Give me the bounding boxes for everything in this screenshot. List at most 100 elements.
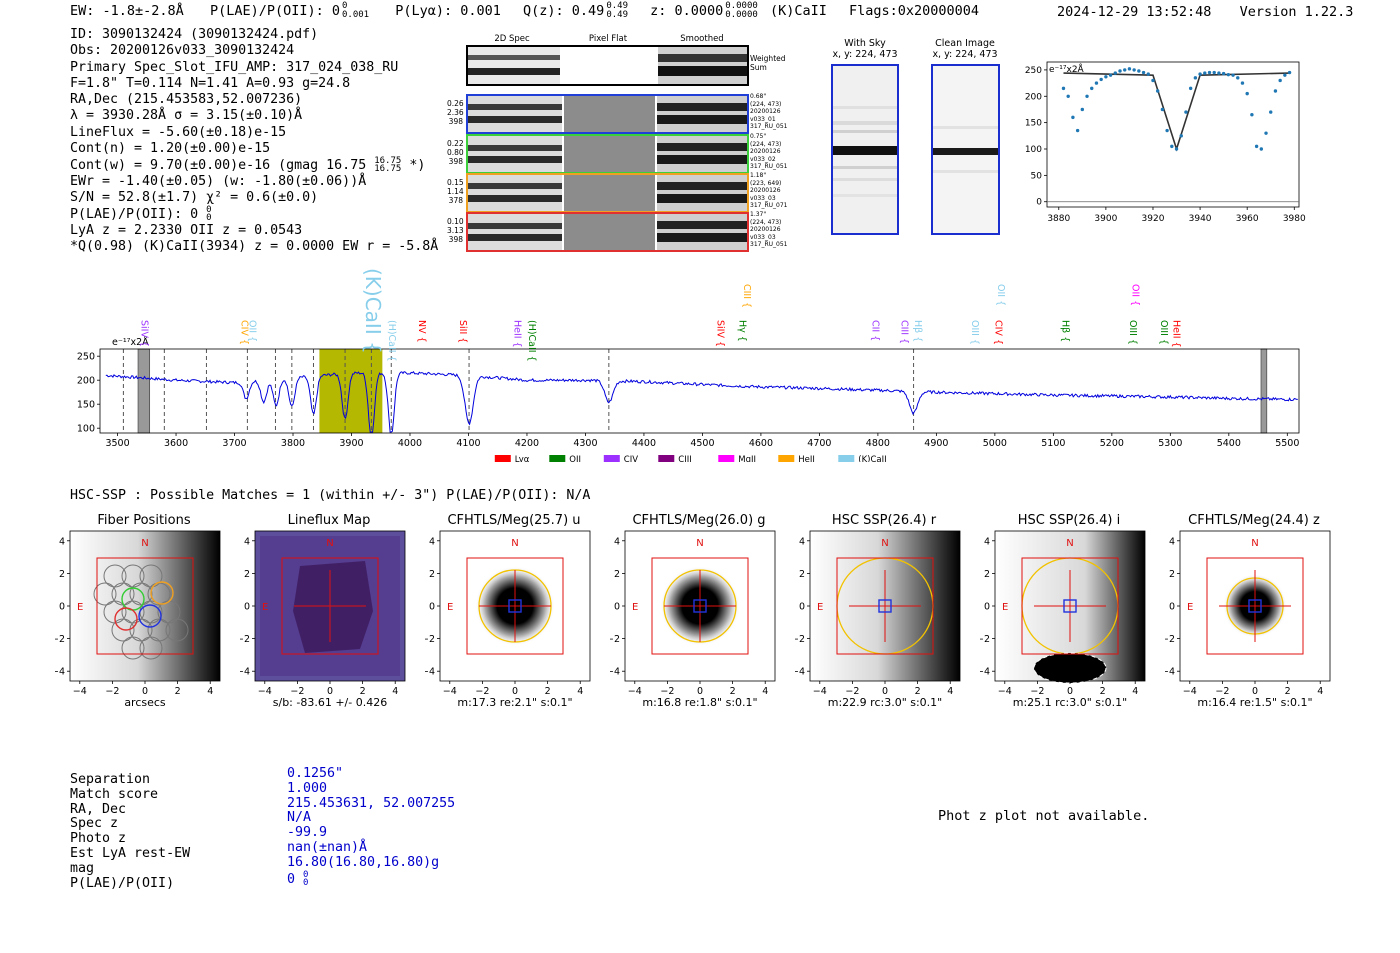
col-title-smoothed: Smoothed [680, 34, 724, 44]
y-tick-label: 150 [77, 400, 95, 411]
fit-data-point [1127, 67, 1132, 71]
fiber-circle [111, 618, 135, 642]
fit-data-point [1269, 110, 1273, 114]
match-label: Match score [70, 786, 159, 802]
line-label: CIII { [899, 320, 910, 344]
stat: 2.36 [447, 108, 464, 117]
stat: 0.26 [447, 99, 464, 108]
line-label: NV { [416, 320, 427, 343]
y-tick-label: 0 [614, 602, 620, 613]
x-tick-label: 4 [207, 686, 213, 697]
y-tick-label: 0 [984, 602, 990, 613]
match-value-mag: 16.80(16.80,16.80)g [287, 854, 440, 870]
x-tick-label: 0 [142, 686, 148, 697]
trace [657, 115, 747, 124]
weighted-sum-label: Weighted Sum [750, 54, 786, 72]
fit-data-point [1170, 144, 1174, 149]
y-tick-label: 250 [77, 352, 95, 363]
x-tick-label: −4 [443, 686, 457, 697]
legend-label: MgII [738, 455, 756, 462]
spectrum-frame [99, 348, 1300, 434]
header-summary: EW: -1.8±-2.8Å P(LAE)/P(OII): 0 0 0.001 P(… [70, 2, 979, 20]
trace [657, 143, 747, 151]
meta: v033_03 [750, 194, 776, 202]
meta: (224, 473) [750, 218, 782, 226]
x-tick-label: 4400 [632, 438, 656, 449]
x-tick-label: 5500 [1275, 438, 1299, 449]
meta: v033_01 [750, 115, 776, 123]
info-line-lambda: λ = 3930.28Å σ = 3.15(±0.10)Å [70, 108, 303, 124]
with-sky-image [831, 64, 899, 235]
match-values: 0.1256" 1.000 215.453631, 52.007255 N/A … [287, 766, 455, 887]
info-line-lya-oii: LyA z = 2.2330 OII z = 0.0543 [70, 222, 303, 238]
y-tick-label: 200 [1025, 92, 1042, 102]
meta: (224, 473) [750, 140, 782, 148]
cutout-panel: N E −4 −4 −2 −2 0 0 2 2 4 4 [1165, 530, 1331, 697]
line-label: (H)CaII { [526, 320, 537, 362]
fit-data-point [1226, 72, 1231, 77]
fit-unit-label: e⁻¹⁷x2Å [1049, 63, 1085, 75]
cutout-caption: m:16.4 re:1.5" s:0.1" [1197, 696, 1313, 709]
x-tick-label: 4700 [807, 438, 831, 449]
y-tick-label: 0 [244, 602, 250, 613]
match-label: Spec z [70, 816, 119, 832]
y-tick-label: 200 [77, 376, 95, 387]
x-tick-label: 3880 [1047, 214, 1070, 224]
cutout-title: CFHTLS/Meg(24.4) z [1188, 513, 1320, 528]
stamp-row-image [468, 175, 747, 211]
stamp-row-image [468, 96, 747, 132]
flags-value: Flags:0x20000004 [849, 3, 980, 19]
legend-swatch [549, 455, 566, 462]
fit-data-point [1080, 107, 1085, 112]
stamp-smoothed [657, 96, 747, 132]
x-tick-label: −4 [998, 686, 1012, 697]
line-label: OIII { [1158, 320, 1169, 345]
fit-data-point [1113, 71, 1117, 75]
cutout-panel: N E −4 −4 −2 −2 0 0 2 2 4 4 [610, 530, 776, 697]
fit-data-point [1123, 68, 1127, 72]
x-tick-label: 4 [577, 686, 583, 697]
x-tick-label: 5200 [1100, 438, 1124, 449]
line-label: Hβ { [912, 320, 923, 342]
detection-info: ID: 3090132424 (3090132424.pdf) Obs: 202… [70, 27, 438, 255]
cutout-panel: N E −4 −4 −2 −2 0 0 2 2 4 4 [425, 530, 591, 697]
north-label: N [696, 538, 703, 549]
trace [468, 104, 562, 110]
fit-data-point [1094, 81, 1099, 85]
x-tick-label: 5100 [1041, 438, 1065, 449]
y-tick-label: −4 [610, 667, 620, 678]
meta: 1.37" [750, 211, 767, 218]
meta: 0.68" [750, 93, 767, 100]
north-label: N [1251, 538, 1258, 549]
trace [468, 116, 562, 123]
fit-data-point [1250, 113, 1254, 117]
timestamp: 2024-12-29 13:52:48 [1057, 4, 1212, 20]
fit-data-point [1278, 78, 1282, 83]
stat: 0.15 [447, 178, 464, 187]
fiber-red [114, 607, 138, 631]
legend-label: OII [569, 455, 581, 462]
y-tick-label: 2 [429, 569, 435, 580]
x-tick-label: −4 [813, 686, 827, 697]
fit-data-point [1217, 71, 1221, 75]
x-tick-label: −4 [628, 686, 642, 697]
legend-label: Lyα [515, 455, 530, 462]
x-tick-label: 4 [392, 686, 398, 697]
x-tick-label: 3500 [105, 438, 129, 449]
fit-data-point [1207, 70, 1212, 75]
y-tick-label: 4 [244, 536, 250, 547]
x-tick-label: −2 [105, 686, 119, 697]
match-value-photoz: -99.9 [287, 825, 328, 841]
meta: 317_RU_051 [750, 163, 788, 170]
catalog-marker [693, 599, 707, 613]
y-tick-label: −2 [425, 634, 435, 645]
fit-data-point [1203, 71, 1207, 75]
fit-data-point [1061, 86, 1066, 91]
x-tick-label: 3900 [1094, 214, 1117, 224]
stamp-2dspec [468, 96, 562, 132]
x-tick-label: 4300 [573, 438, 597, 449]
x-tick-label: 0 [327, 686, 333, 697]
x-tick-label: 0 [1067, 686, 1073, 697]
meta: v033_02 [750, 155, 776, 163]
y-tick-label: 50 [1031, 171, 1043, 181]
